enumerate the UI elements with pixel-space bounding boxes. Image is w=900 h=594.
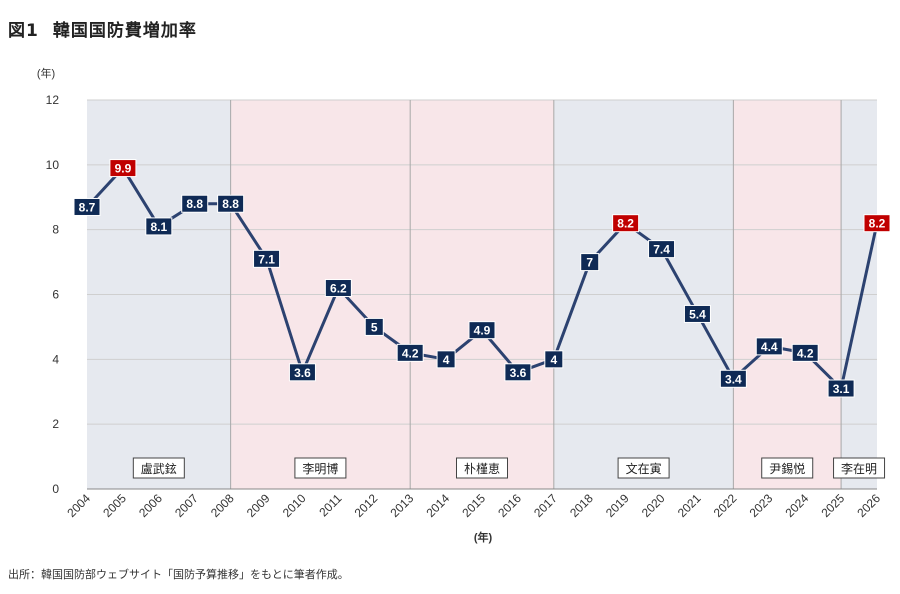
- data-label-box: [863, 214, 891, 233]
- x-tick-label: 2020: [639, 491, 668, 520]
- x-tick-label: 2010: [280, 491, 309, 520]
- era-labels: 盧武鉉 李明博 朴槿恵 文在寅 尹錫悦 李在明: [132, 457, 886, 479]
- data-label-box: [683, 304, 711, 323]
- x-tick-label: 2006: [136, 491, 165, 520]
- data-label-box: [612, 214, 640, 233]
- x-tick-label: 2004: [64, 491, 93, 520]
- figure-number: 図1: [8, 21, 39, 41]
- source-note: 出所：韓国国防部ウェブサイト「国防予算推移」をもとに筆者作成。: [8, 568, 349, 581]
- y-tick-label: 12: [46, 93, 60, 107]
- data-labels: 8.7 9.9 8.1 8.8 8.8 7.1 3.6 6.2 5 4.2 4 4.9 3.6 4 7 8.2…: [73, 159, 891, 398]
- era-name-label: 李在明: [841, 461, 877, 476]
- era-name-label: 尹錫悦: [769, 461, 805, 476]
- y-tick-label: 6: [52, 288, 59, 302]
- era-name-box: [833, 457, 886, 479]
- data-label: 4.4: [761, 340, 778, 354]
- era-name-box: [294, 457, 347, 479]
- figure-title-text: 韓国国防費増加率: [52, 21, 197, 41]
- x-tick-label: 2024: [783, 491, 812, 520]
- data-label: 7.1: [258, 252, 275, 266]
- era-name-box: [761, 457, 814, 479]
- x-tick-label: 2018: [567, 491, 596, 520]
- data-label-box: [755, 337, 783, 356]
- figure-title: 図1 韓国国防費増加率: [8, 16, 197, 41]
- data-label: 3.1: [833, 382, 850, 396]
- x-tick-label: 2008: [208, 491, 237, 520]
- era-name-label: 盧武鉉: [141, 461, 177, 476]
- y-tick-label: 4: [52, 352, 59, 366]
- data-label-box: [324, 279, 352, 298]
- y-axis-unit-label: (年): [37, 66, 55, 80]
- data-label-box: [827, 379, 855, 398]
- era-name-label: 李明博: [302, 461, 338, 476]
- x-tick-label: 2016: [495, 491, 524, 520]
- data-label-box: [253, 249, 281, 268]
- data-label: 7: [586, 256, 593, 270]
- data-label-box: [468, 321, 496, 340]
- x-tick-label: 2007: [172, 491, 201, 520]
- data-label-box: [109, 159, 137, 178]
- era-name-label: 文在寅: [626, 461, 662, 476]
- data-label-box: [544, 350, 564, 369]
- data-label: 8.7: [79, 200, 96, 214]
- x-tick-label: 2009: [244, 491, 273, 520]
- x-tick-label: 2017: [531, 491, 560, 520]
- data-label: 8.1: [150, 220, 167, 234]
- data-label-box: [217, 194, 245, 213]
- x-tick-label: 2025: [818, 491, 847, 520]
- x-tick-label: 2005: [100, 491, 129, 520]
- data-label: 3.6: [510, 366, 527, 380]
- data-label-box: [436, 350, 456, 369]
- data-label: 4.2: [797, 346, 814, 360]
- y-tick-label: 2: [52, 417, 59, 431]
- data-label: 4: [550, 353, 557, 367]
- data-label-box: [580, 253, 600, 272]
- data-label: 8.8: [186, 197, 203, 211]
- data-label-box: [719, 369, 747, 388]
- x-tick-label: 2021: [675, 491, 704, 520]
- data-label-box: [364, 317, 384, 336]
- data-label-box: [73, 197, 101, 216]
- era-name-box: [456, 457, 508, 479]
- data-label: 4: [443, 353, 450, 367]
- x-axis-title: (年): [474, 530, 493, 544]
- data-label: 4.9: [474, 324, 491, 338]
- era-name-box: [617, 457, 670, 479]
- data-label-box: [288, 363, 316, 382]
- x-tick-label: 2019: [603, 491, 632, 520]
- y-tick-label: 10: [46, 158, 60, 172]
- data-label-box: [145, 217, 173, 236]
- data-label: 5.4: [689, 307, 706, 321]
- x-tick-label: 2014: [423, 491, 452, 520]
- x-tick-label: 2015: [459, 491, 488, 520]
- x-tick-label: 2012: [352, 491, 381, 520]
- data-label: 4.2: [402, 346, 419, 360]
- data-label: 8.2: [869, 217, 886, 231]
- y-tick-label: 8: [52, 223, 59, 237]
- data-label: 9.9: [115, 162, 132, 176]
- era-name-label: 朴槿恵: [464, 461, 500, 476]
- x-tick-label: 2023: [747, 491, 776, 520]
- data-label: 8.8: [222, 197, 239, 211]
- y-tick-label: 0: [52, 482, 59, 496]
- era-name-box: [132, 457, 185, 479]
- data-label-box: [504, 363, 532, 382]
- data-label: 3.6: [294, 366, 311, 380]
- x-tick-label: 2013: [388, 491, 417, 520]
- grid-lines: [87, 99, 877, 425]
- data-label-box: [396, 343, 424, 362]
- x-tick-label: 2026: [854, 491, 883, 520]
- x-tick-label: 2011: [316, 491, 344, 519]
- data-label-box: [791, 343, 819, 362]
- data-label: 6.2: [330, 282, 347, 296]
- data-label-box: [181, 194, 209, 213]
- era-dividers: [230, 100, 842, 489]
- data-label: 3.4: [725, 372, 742, 386]
- data-label: 8.2: [617, 217, 634, 231]
- data-label: 7.4: [653, 243, 670, 257]
- data-label: 5: [371, 320, 378, 334]
- x-tick-label: 2022: [711, 491, 740, 520]
- data-label-box: [648, 240, 676, 259]
